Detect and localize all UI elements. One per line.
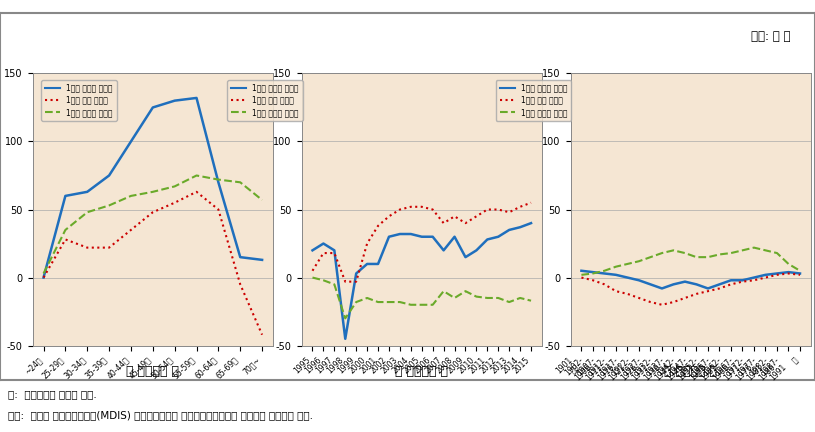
Text: （ 세대효과 ）: （ 세대효과 ） (664, 365, 717, 378)
Text: 단위: 천 원: 단위: 천 원 (751, 30, 791, 43)
Text: 주:  추정결과는 부록을 참조.: 주: 추정결과는 부록을 참조. (8, 389, 97, 399)
Legend: 1인당 총식품 지출액, 1인당 외식 지출액, 1인당 가정식 지출액: 1인당 총식품 지출액, 1인당 외식 지출액, 1인당 가정식 지출액 (42, 80, 117, 121)
Legend: 1인당 총식품 지출액, 1인당 외식 지출액, 1인당 가정식 지출액: 1인당 총식품 지출액, 1인당 외식 지출액, 1인당 가정식 지출액 (227, 80, 302, 121)
Legend: 1인당 총식품 지출액, 1인당 외식 지출액, 1인당 가정식 지출액: 1인당 총식품 지출액, 1인당 외식 지출액, 1인당 가정식 지출액 (496, 80, 571, 121)
Text: （ 연령효과 ）: （ 연령효과 ） (126, 365, 179, 378)
Text: 자료:  통계청 마이크로데이터(MDIS) 원격접근서비스 〈가계동향조사〉를 이용하여 원시자료 분석.: 자료: 통계청 마이크로데이터(MDIS) 원격접근서비스 〈가계동향조사〉를 … (8, 410, 313, 420)
Text: （ 연도효과 ）: （ 연도효과 ） (395, 365, 448, 378)
